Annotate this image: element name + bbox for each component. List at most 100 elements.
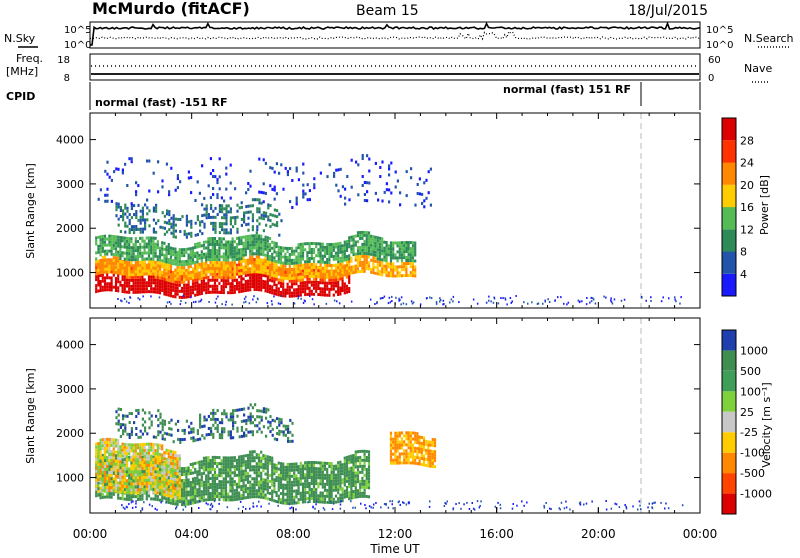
data-cell [287,286,289,289]
data-cell [304,242,306,245]
data-cell [130,285,132,288]
data-cell [364,492,366,495]
data-cell [119,478,121,481]
data-cell [216,193,218,196]
data-cell [205,480,207,483]
data-cell [243,494,245,497]
data-cell [144,264,146,267]
data-cell [247,496,249,499]
data-cell [115,247,117,250]
data-cell [207,468,209,471]
data-cell [104,489,106,492]
data-cell [137,297,139,299]
data-cell [152,258,154,261]
data-cell [124,473,126,476]
data-cell [388,265,390,268]
data-cell [230,228,232,231]
data-cell [276,491,278,494]
data-cell [333,480,335,483]
data-cell [271,466,273,469]
data-cell [298,486,300,489]
data-cell [383,265,385,268]
data-cell [128,157,130,160]
data-cell [232,486,234,489]
data-cell [179,230,181,233]
data-cell [126,498,128,501]
data-cell [115,283,117,286]
data-cell [225,253,227,256]
data-cell [357,258,359,261]
data-cell [344,244,346,247]
data-cell [155,270,157,273]
data-cell [106,161,108,164]
data-cell [350,488,352,491]
data-cell [394,269,396,272]
data-cell [579,301,581,303]
data-cell [172,253,174,256]
data-cell [258,453,260,456]
data-cell [273,487,275,490]
data-cell [293,288,295,291]
data-cell [375,248,377,251]
data-cell [108,471,110,474]
data-cell [405,241,407,244]
data-cell [401,296,403,298]
data-cell [249,285,251,288]
data-cell [372,244,374,247]
data-cell [225,256,227,259]
data-cell [232,237,234,240]
data-cell [133,243,135,246]
data-cell [306,269,308,272]
data-cell [287,247,289,250]
data-cell [298,273,300,276]
data-cell [376,302,378,304]
data-cell [361,459,363,462]
data-cell [510,297,512,299]
data-cell [152,255,154,258]
data-cell [117,451,119,454]
data-cell [397,259,399,262]
data-cell [377,199,379,202]
data-cell [353,238,355,241]
data-cell [324,501,326,504]
data-cell [326,483,328,486]
data-cell [111,283,113,286]
data-cell [144,224,146,227]
data-cell [335,278,337,281]
data-cell [348,287,350,290]
data-cell [328,264,330,267]
data-cell [394,275,396,278]
data-cell [317,266,319,269]
data-cell [185,488,187,491]
data-cell [207,237,209,240]
data-cell [265,269,267,272]
data-cell [366,477,368,480]
data-cell [163,257,165,260]
data-cell [128,302,130,304]
data-cell [104,282,106,285]
data-cell [190,277,192,280]
data-cell [203,472,205,475]
data-cell [302,264,304,267]
data-cell [315,479,317,482]
data-cell [375,254,377,257]
data-cell [267,302,269,304]
data-cell [214,246,216,249]
data-cell [591,297,593,299]
data-cell [106,238,108,241]
data-cell [185,470,187,473]
data-cell [106,250,108,253]
data-cell [357,231,359,234]
data-cell [111,259,113,262]
data-cell [150,290,152,293]
data-cell [212,237,214,240]
data-cell [108,259,110,262]
data-cell [355,454,357,457]
data-cell [419,192,421,195]
data-cell [135,193,137,196]
data-cell [311,497,313,500]
data-cell [229,489,231,492]
data-cell [113,235,115,238]
data-cell [196,272,198,275]
data-cell [296,200,298,203]
